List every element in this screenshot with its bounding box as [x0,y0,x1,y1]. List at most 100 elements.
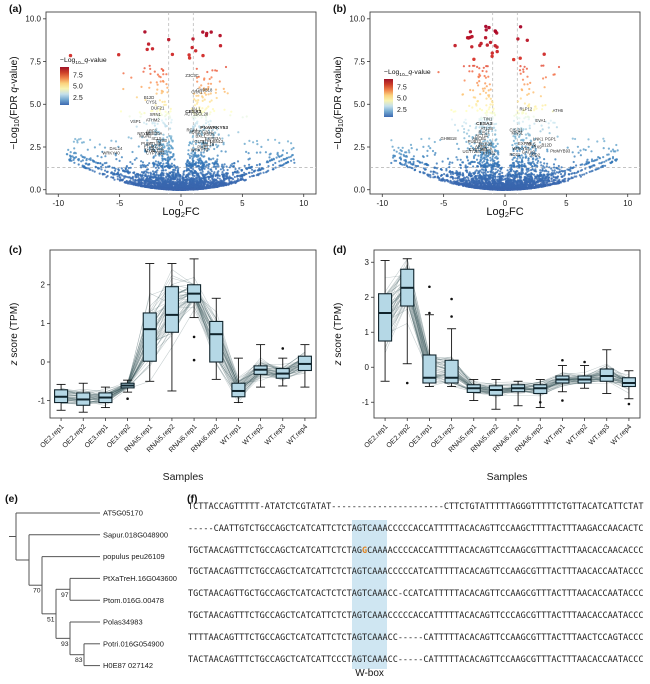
category-label: WT.rep3 [588,423,611,446]
svg-text:ATHM2: ATHM2 [146,117,161,122]
svg-text:ATL5B: ATL5B [149,141,162,146]
svg-text:WRKY70: WRKY70 [191,147,209,152]
boxplot-c: -1012OE2.rep1OE2.rep2OE3.rep1OE3.rep2RNA… [9,249,317,483]
svg-text:ATG22: ATG22 [150,144,164,149]
sequence-row: TGCTAACAGTTTCTGCCAGCTCATCATTCTCTAGTCAAAC… [188,567,644,578]
svg-text:-10: -10 [376,199,388,208]
panel-label-b: (b) [333,3,347,15]
outlier-point [627,402,631,406]
taxon-label: Potri.016G054900 [103,639,164,648]
svg-text:10.0: 10.0 [25,15,41,24]
volcano-plot-a: -10 -5 0 5 10 0.0 2.5 5.0 7.5 10.0 Log2FC −Log10(FD… [9,11,317,219]
svg-text:0.0: 0.0 [354,186,366,195]
svg-text:2.5: 2.5 [73,95,83,102]
taxon-label: H0E87 027142 [103,661,153,670]
svg-text:XRN1: XRN1 [150,112,162,117]
svg-text:JAL1: JAL1 [191,106,201,111]
category-label: WT.rep1 [219,423,242,446]
svg-text:TBL19: TBL19 [202,142,215,147]
svg-text:ARF2: ARF2 [146,128,157,133]
category-label: WT.rep4 [286,423,309,446]
bootstrap-value: 83 [75,657,83,664]
axes: -10 -5 0 5 10 0.0 2.5 5.0 7.5 10.0 Log2FC −Log10(FD… [9,11,317,219]
boxes-layer [54,258,312,413]
svg-text:UBN12: UBN12 [210,139,224,144]
svg-text:MGN2: MGN2 [139,134,152,139]
box-OE3.rep2 [444,359,459,384]
sequence-row: TTTTAACAGTTTCTGCCAGCTCATCATTCTCTAGTCAAAC… [188,632,644,643]
wbox-label: W-box [355,668,384,679]
sequence-row: -----CAATTGTCTGCCAGCTCATCATTCTCTAGTCAAAC… [188,523,644,534]
svg-text:0: 0 [503,199,508,208]
colorbar [384,79,393,117]
svg-text:5.0: 5.0 [30,100,42,109]
svg-text:BXL1: BXL1 [196,134,207,139]
outlier-point [428,285,431,289]
taxon-label: PtXaTreH.16G043600 [103,574,177,583]
svg-text:B12D: B12D [144,95,154,100]
sequence-row: TGCTAACAGTTGCTGCCAGCTCATCACTCTCTAGTCAAAC… [188,589,644,600]
svg-text:STP1: STP1 [202,139,213,144]
svg-text:2.5: 2.5 [354,143,366,152]
svg-text:SCL28: SCL28 [195,112,208,117]
svg-text:ETH6: ETH6 [144,144,155,149]
points-layer [390,24,619,191]
svg-text:-5: -5 [440,199,448,208]
sequence-row: TGCTAACAGTTTCTGCCAGCTCATCATTCTCTAGTCAAAC… [188,611,644,621]
category-label: WT.rep2 [566,423,589,446]
taxon-label: Sapur.018G048900 [103,530,168,539]
axes: -10123OE2.rep1OE2.rep2OE3.rep1OE3.rep2RN… [333,249,641,483]
svg-text:CYP73B2: CYP73B2 [146,151,165,156]
bootstrap-value: 93 [61,641,69,648]
panel-label-c: (c) [9,244,22,256]
svg-text:MSB30A: MSB30A [146,131,163,136]
x-axis-title: Samples [163,471,204,483]
svg-text:SLT1B: SLT1B [151,148,164,153]
gene-labels: RLP12 ATH6TIN1CESA3EVA1ATL28RAC1GH9B18CIS… [441,106,571,157]
y-axis-title: −Log10(FDR q-value) [9,56,21,149]
svg-text:5: 5 [564,199,569,208]
svg-text:0.0: 0.0 [30,186,42,195]
svg-text:10: 10 [623,199,632,208]
svg-text:−Log10_q-value: −Log10_q-value [60,57,107,66]
y-axis-title: −Log10(FDR q-value) [333,56,345,149]
svg-text:0: 0 [179,199,184,208]
svg-text:-10: -10 [52,199,64,208]
outlier-point [405,381,409,385]
mutant-base: G [362,545,368,556]
category-label: WT.rep4 [610,423,633,446]
svg-text:DAL14: DAL14 [110,146,123,151]
x-axis-title: Log2FC [486,206,523,219]
svg-text:DUF21: DUF21 [151,105,165,110]
gene-trajectory-lines [60,268,306,406]
panel-label-d: (d) [333,244,347,256]
wbox-highlight-band [351,519,388,669]
box-RNAi6.rep2 [209,320,224,363]
box-OE3.rep1 [422,354,437,384]
svg-text:2.5: 2.5 [30,143,42,152]
svg-text:NFYB1: NFYB1 [137,131,151,136]
axes: -10 -5 0 5 10 0.0 2.5 5.0 7.5 10.0 Log2FC −Log10(FD… [333,11,641,219]
outlier-point [192,335,196,339]
panel-label-f: (f) [187,493,198,505]
sequence-row: TGCTAACAGTTTCTGCCAGCTCATCATTCTCTAGGCAAAA… [188,545,644,556]
svg-text:10.0: 10.0 [349,15,365,24]
outlier-point [561,399,564,402]
x-axis-title: Samples [487,471,528,483]
taxon-label: AT5G05170 [103,509,143,518]
threshold-lines [46,12,316,194]
svg-text:ASD1: ASD1 [204,131,216,136]
svg-text:CCG20.1: CCG20.1 [196,129,214,134]
svg-text:RCA4: RCA4 [186,127,198,132]
svg-text:CYS1: CYS1 [146,99,158,104]
svg-text:EXPB3A: EXPB3A [205,136,222,141]
bootstrap-value: 70 [33,588,41,595]
outlier-point [450,315,453,318]
box-RNAi5.rep1 [142,312,157,362]
svg-text:5.0: 5.0 [73,84,83,91]
gene-trajectory-lines [384,257,630,398]
